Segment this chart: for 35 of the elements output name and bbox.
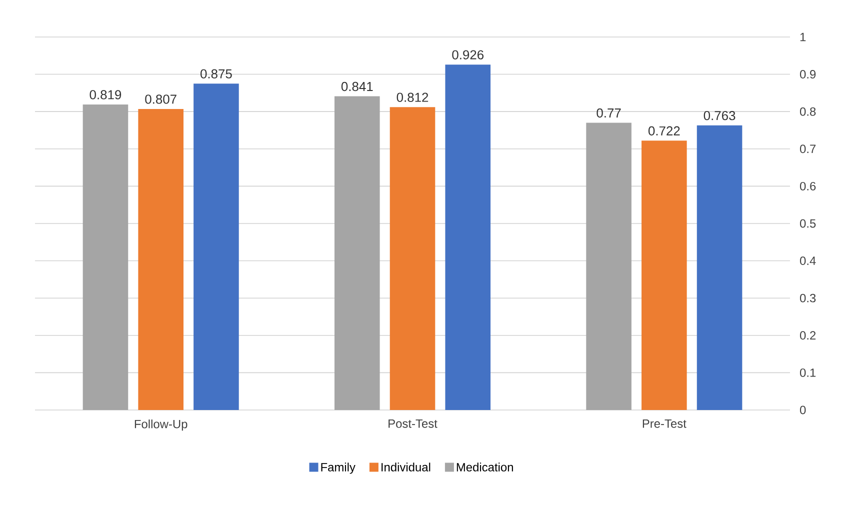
bar — [696, 125, 742, 410]
data-label: 0.763 — [704, 111, 736, 120]
x-tick-label: Post-Test — [388, 420, 438, 428]
y-tick-label: 0.6 — [800, 182, 816, 190]
bar — [642, 140, 687, 410]
data-label: 0.722 — [648, 126, 680, 136]
y-tick-label: 0.7 — [800, 144, 816, 154]
y-tick-label: 0.4 — [800, 256, 816, 266]
y-tick-label: 0.5 — [800, 219, 816, 228]
bar — [138, 108, 184, 410]
data-label: 0.819 — [90, 90, 122, 100]
bar — [586, 122, 632, 410]
bar — [334, 96, 380, 410]
x-tick-label: Follow-Up — [134, 420, 188, 431]
bar — [194, 84, 239, 410]
data-label: 0.812 — [396, 92, 428, 102]
data-label: 0.807 — [145, 94, 176, 104]
y-tick-label: 1 — [800, 32, 806, 42]
data-label: 0.875 — [200, 69, 232, 78]
bar — [445, 64, 491, 410]
data-label: 0.926 — [452, 50, 484, 60]
legend-label: Family — [321, 462, 356, 474]
y-tick-label: 0.3 — [800, 294, 816, 302]
bar — [82, 104, 128, 410]
data-label: 0.77 — [596, 108, 621, 118]
y-tick-label: 0.9 — [800, 70, 816, 79]
data-label: 0.841 — [341, 82, 373, 92]
y-tick-label: 0.1 — [800, 368, 816, 377]
x-tick-label: Pre-Test — [642, 420, 686, 428]
y-tick-label: 0.2 — [800, 331, 816, 340]
legend-label: Individual — [382, 462, 430, 472]
bar — [390, 107, 436, 410]
y-tick-label: 0.8 — [800, 107, 816, 116]
legend-label: Medication — [456, 462, 513, 472]
y-tick-label: 0 — [800, 406, 806, 414]
